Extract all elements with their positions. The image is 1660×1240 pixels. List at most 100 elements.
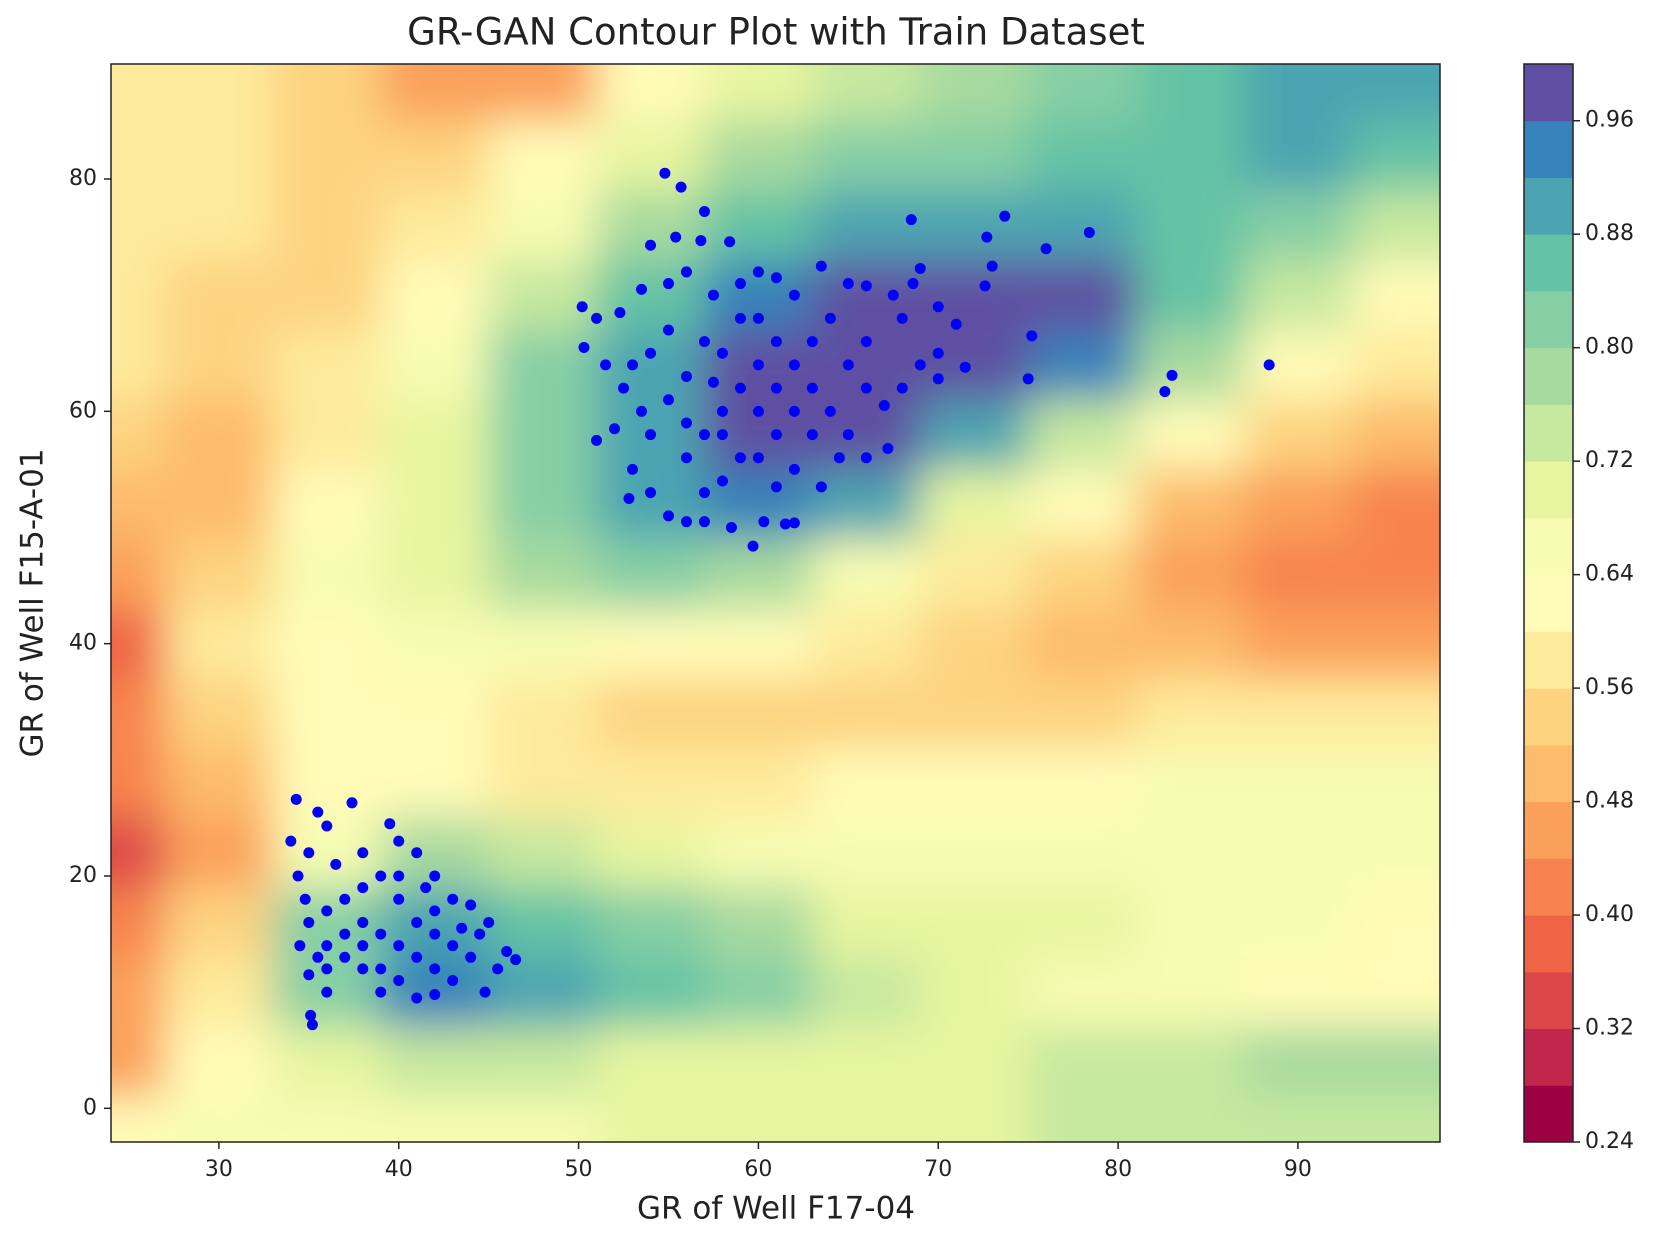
contour-cell: [1243, 330, 1353, 401]
scatter-point: [483, 916, 495, 928]
contour-cell: [164, 1026, 274, 1098]
contour-cell: [1028, 260, 1137, 331]
contour-cell: [704, 608, 813, 680]
scatter-point: [932, 301, 944, 313]
contour-cell: [380, 1026, 490, 1098]
contour-cell: [164, 1096, 274, 1142]
scatter-point: [806, 336, 818, 348]
contour-area: [111, 64, 1440, 1142]
contour-cell: [380, 678, 490, 749]
contour-cell: [1136, 190, 1245, 261]
colorbar-band: [1524, 290, 1573, 349]
contour-cell: [596, 748, 705, 819]
scatter-point: [932, 347, 944, 359]
scatter-point: [1159, 386, 1171, 398]
scatter-point: [411, 992, 423, 1004]
contour-cell: [272, 330, 382, 401]
scatter-point: [979, 280, 991, 292]
contour-cell: [1136, 957, 1245, 1028]
colorbar: [1524, 64, 1573, 1143]
contour-cell: [488, 748, 598, 819]
contour-cell: [1136, 469, 1245, 540]
contour-cell: [380, 190, 490, 261]
scatter-point: [645, 239, 657, 251]
contour-cell: [920, 64, 1029, 122]
contour-cell: [1136, 887, 1245, 958]
contour-cell: [488, 120, 598, 192]
contour-cell: [380, 260, 490, 331]
scatter-point: [292, 870, 304, 882]
contour-cell: [1028, 678, 1137, 749]
scatter-point: [375, 986, 387, 998]
scatter-point: [393, 870, 405, 882]
scatter-point: [752, 359, 764, 371]
contour-cell: [920, 469, 1029, 540]
contour-cell: [111, 1026, 166, 1098]
scatter-point: [815, 260, 827, 272]
colorbar-tick-label: 0.32: [1585, 1016, 1634, 1041]
contour-cell: [488, 330, 598, 401]
scatter-point: [614, 307, 626, 319]
contour-cell: [380, 120, 490, 192]
contour-cell: [488, 469, 598, 540]
contour-cell: [596, 608, 705, 680]
contour-cell: [920, 748, 1029, 819]
contour-cell: [164, 887, 274, 958]
contour-cell: [1136, 330, 1245, 401]
scatter-point: [680, 417, 692, 429]
scatter-point: [806, 382, 818, 394]
scatter-point: [393, 940, 405, 952]
contour-cell: [111, 120, 166, 192]
colorbar-band: [1524, 915, 1573, 973]
contour-cell: [1136, 1096, 1245, 1142]
scatter-point: [339, 928, 351, 940]
contour-cell: [1351, 1026, 1440, 1098]
scatter-point: [465, 951, 477, 963]
scatter-point: [1166, 369, 1178, 381]
contour-cell: [704, 190, 813, 261]
scatter-point: [695, 235, 707, 247]
colorbar-band: [1524, 688, 1573, 746]
contour-cell: [111, 678, 166, 749]
scatter-point: [339, 951, 351, 963]
scatter-point: [305, 1009, 317, 1021]
contour-cell: [164, 817, 274, 889]
contour-cell: [1243, 190, 1353, 261]
scatter-point: [627, 359, 639, 371]
contour-cell: [920, 678, 1029, 749]
contour-cell: [488, 539, 598, 610]
scatter-point: [285, 835, 297, 847]
contour-cell: [812, 957, 921, 1028]
scatter-point: [887, 289, 899, 301]
contour-cell: [1351, 260, 1440, 331]
scatter-point: [429, 988, 441, 1000]
contour-cell: [812, 748, 921, 819]
scatter-point: [698, 487, 710, 499]
scatter-point: [882, 443, 894, 455]
scatter-point: [914, 262, 926, 274]
contour-cell: [920, 330, 1029, 401]
scatter-point: [698, 336, 710, 348]
contour-cell: [1351, 190, 1440, 261]
scatter-point: [716, 429, 728, 441]
contour-cell: [812, 64, 921, 122]
contour-cell: [380, 330, 490, 401]
contour-cell: [380, 748, 490, 819]
contour-cell: [920, 1096, 1029, 1142]
scatter-point: [510, 954, 522, 966]
y-tick-label: 40: [69, 631, 97, 656]
contour-cell: [1351, 817, 1440, 889]
scatter-point: [788, 517, 800, 529]
scatter-point: [339, 893, 351, 905]
scatter-point: [447, 975, 459, 987]
contour-cell: [1351, 469, 1440, 540]
colorbar-band: [1524, 120, 1573, 178]
scatter-point: [707, 376, 719, 388]
contour-cell: [1136, 678, 1245, 749]
contour-cell: [380, 539, 490, 610]
y-tick-label: 60: [69, 398, 97, 423]
scatter-point: [716, 405, 728, 417]
contour-cell: [380, 469, 490, 540]
